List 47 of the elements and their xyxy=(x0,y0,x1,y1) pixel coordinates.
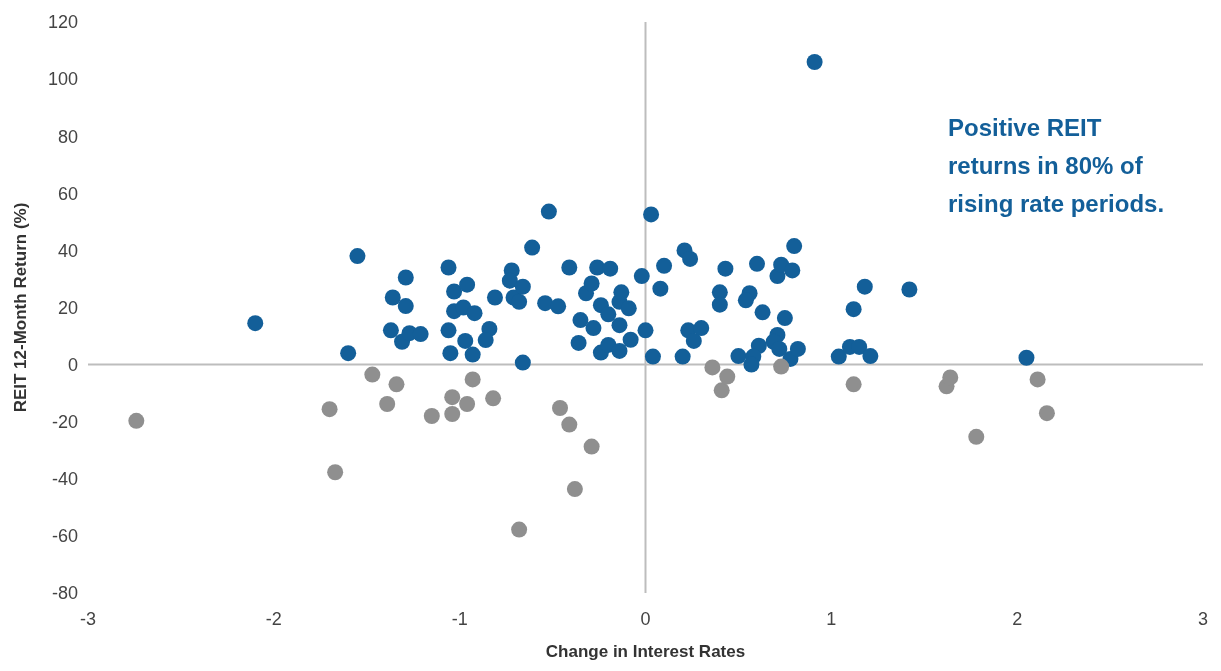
point xyxy=(1038,405,1055,422)
x-tick-label: -2 xyxy=(265,609,282,629)
y-tick-label: 100 xyxy=(47,69,78,90)
y-tick-label: 60 xyxy=(57,183,78,204)
point xyxy=(552,400,569,416)
point xyxy=(128,412,145,429)
point xyxy=(459,396,476,412)
y-tick-label: 0 xyxy=(67,354,78,375)
point xyxy=(464,371,481,388)
y-tick-label: -80 xyxy=(51,583,78,604)
point xyxy=(583,438,600,455)
annotation: Positive REIT returns in 80% of rising rate periods. xyxy=(948,114,1165,217)
point xyxy=(321,401,338,418)
point xyxy=(845,376,862,393)
point xyxy=(444,405,461,422)
point xyxy=(713,382,730,399)
x-tick-label: -1 xyxy=(451,609,468,629)
y-tick-label: 120 xyxy=(47,12,78,33)
y-tick-label: -20 xyxy=(51,412,78,432)
y-tick-label: 40 xyxy=(57,240,78,261)
point xyxy=(511,521,528,538)
point xyxy=(485,390,502,407)
x-tick-label: 1 xyxy=(826,609,837,629)
point xyxy=(968,428,985,445)
point xyxy=(379,396,396,412)
point xyxy=(773,358,790,375)
y-tick-label: -60 xyxy=(51,526,78,547)
point xyxy=(704,359,721,376)
point xyxy=(388,376,405,393)
x-tick-label: 0 xyxy=(640,609,651,629)
y-axis-title: REIT 12-Month Return (%) xyxy=(11,202,30,413)
point xyxy=(364,366,381,383)
point xyxy=(719,368,736,385)
x-tick-label: 2 xyxy=(1012,609,1023,629)
point xyxy=(561,416,578,433)
point xyxy=(423,407,440,424)
y-tick-label: -40 xyxy=(51,469,78,490)
y-tick-label: 20 xyxy=(57,297,78,318)
y-tick-label: 80 xyxy=(57,126,78,147)
point xyxy=(942,369,959,386)
point xyxy=(327,464,344,481)
x-axis-title: Change in Interest Rates xyxy=(545,642,746,661)
point xyxy=(1029,371,1046,388)
x-tick-label: 3 xyxy=(1197,609,1209,629)
point xyxy=(444,389,461,406)
point xyxy=(566,481,583,498)
x-tick-label: -3 xyxy=(79,609,97,629)
